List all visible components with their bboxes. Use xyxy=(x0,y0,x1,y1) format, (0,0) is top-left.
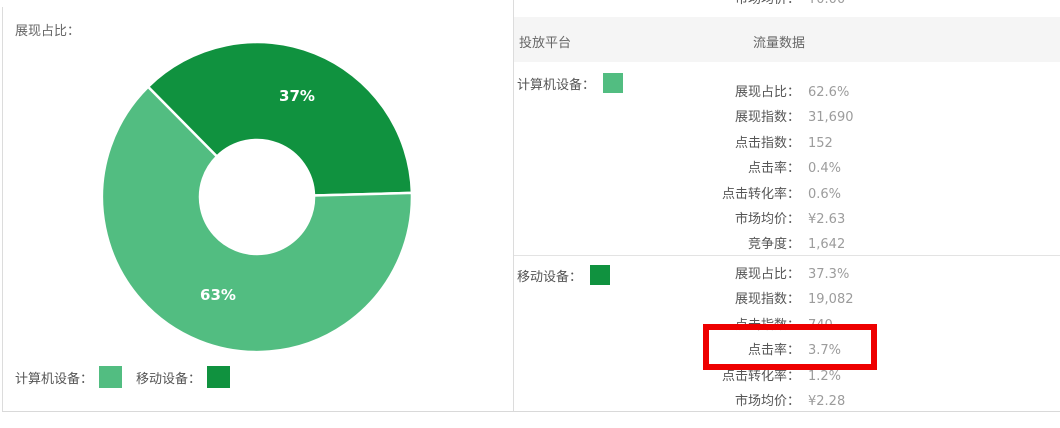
panel-left-border xyxy=(2,7,3,411)
pie-slice-mobile[interactable] xyxy=(146,40,414,197)
metric-line: 竞争度： 1,642 xyxy=(514,232,854,257)
metric-line: 展现指数： 31,690 xyxy=(514,105,854,130)
metric-label: 市场均价： xyxy=(514,0,800,8)
metric-label: 市场均价： xyxy=(734,394,800,410)
metric-value: 1.2% xyxy=(808,368,842,384)
metric-line: 展现占比： 62.6% xyxy=(514,80,854,105)
metric-line: 点击转化率： 0.6% xyxy=(514,182,854,207)
metric-value: 0.4% xyxy=(808,161,842,177)
metric-label: 展现占比： xyxy=(734,267,800,282)
pie-label-37: 37% xyxy=(279,87,315,105)
metric-value: 62.6% xyxy=(808,85,850,100)
device-label-computer: 计算机设备： xyxy=(517,77,596,93)
metric-label: 点击转化率： xyxy=(721,368,800,384)
metrics-list-mobile: 展现占比： 37.3% 展现指数： 19,082 点击指数： 740 点击率： … xyxy=(514,262,854,414)
legend-swatch-mobile xyxy=(207,366,231,388)
red-highlight-box xyxy=(703,324,877,370)
metrics-list-computer: 展现占比： 62.6% 展现指数： 31,690 点击指数： 152 点击率： … xyxy=(514,80,854,258)
metric-line: 点击转化率： 1.2% xyxy=(514,364,854,389)
metric-label: 展现指数： xyxy=(734,292,800,308)
pie-slice-computer[interactable] xyxy=(100,85,414,354)
metric-value: ¥2.63 xyxy=(808,212,846,228)
header-traffic: 流量数据 xyxy=(753,36,806,51)
metric-line: 市场均价： ¥2.63 xyxy=(514,207,854,232)
legend-label-computer: 计算机设备： xyxy=(15,371,94,387)
table-row: 计算机设备： xyxy=(517,73,624,93)
metric-label: 市场均价： xyxy=(734,212,800,228)
metric-label: 点击指数： xyxy=(734,135,800,151)
metric-value: 3.7% xyxy=(808,343,842,359)
table-row-divider xyxy=(514,255,1060,256)
metric-line: 展现指数： 19,082 xyxy=(514,287,854,312)
table-row: 移动设备： xyxy=(517,265,611,285)
metric-value: 152 xyxy=(808,135,833,151)
metric-value: 31,690 xyxy=(808,110,854,126)
legend-item-computer[interactable]: 计算机设备： xyxy=(15,366,123,388)
device-swatch-mobile xyxy=(590,265,611,285)
metric-value: 1,642 xyxy=(808,237,846,253)
legend-label-mobile: 移动设备： xyxy=(136,371,202,387)
chart-title: 展现占比： xyxy=(15,24,81,39)
chart-legend: 计算机设备： 移动设备： xyxy=(15,366,244,388)
metric-line: 市场均价： ¥2.28 xyxy=(514,389,854,414)
metric-value: 37.3% xyxy=(808,267,850,282)
metric-label: 竞争度： xyxy=(747,237,800,253)
metric-value: ¥2.28 xyxy=(808,394,846,410)
table-left-border xyxy=(513,0,514,411)
metric-line: 点击指数： 152 xyxy=(514,131,854,156)
legend-item-mobile[interactable]: 移动设备： xyxy=(136,366,231,388)
metric-line: 点击率： 0.4% xyxy=(514,156,854,181)
metric-label: 点击率： xyxy=(747,343,800,359)
metric-line-highlighted: 点击率： 3.7% xyxy=(514,338,854,363)
metric-value: 0.6% xyxy=(808,186,842,202)
metric-line: 展现占比： 37.3% xyxy=(514,262,854,287)
metric-value: ¥0.00 xyxy=(808,0,845,8)
device-swatch-computer xyxy=(603,73,624,93)
device-label-mobile: 移动设备： xyxy=(517,269,583,285)
pie-label-63: 63% xyxy=(200,286,236,304)
metric-label: 点击转化率： xyxy=(721,186,800,202)
legend-swatch-computer xyxy=(99,366,123,388)
table-header: 投放平台 流量数据 xyxy=(514,17,1060,62)
donut-chart: 37% 63% xyxy=(100,40,414,354)
metric-value: 19,082 xyxy=(808,292,854,308)
clipped-metric-row: 市场均价： ¥0.00 xyxy=(514,0,1060,8)
metric-label: 展现指数： xyxy=(734,110,800,126)
metric-label: 展现占比： xyxy=(734,85,800,100)
header-platform: 投放平台 xyxy=(519,36,572,51)
metric-label: 点击率： xyxy=(747,161,800,177)
panel-bottom-border xyxy=(2,411,1060,412)
